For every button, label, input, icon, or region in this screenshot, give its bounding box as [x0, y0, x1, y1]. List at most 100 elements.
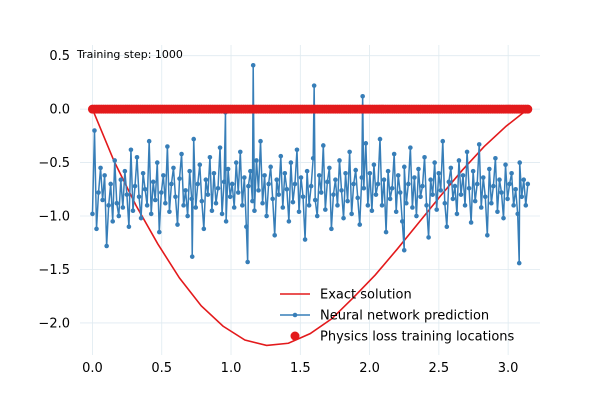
nn-prediction-point — [165, 144, 170, 149]
nn-prediction-point — [302, 237, 308, 242]
nn-prediction-point — [458, 192, 464, 197]
nn-prediction-point — [523, 203, 529, 208]
nn-prediction-point — [189, 196, 194, 202]
nn-prediction-point — [316, 173, 322, 178]
nn-prediction-point — [357, 222, 363, 227]
nn-prediction-point — [223, 219, 229, 224]
nn-prediction-point — [337, 158, 342, 163]
nn-prediction-point — [353, 167, 358, 173]
nn-prediction-point — [412, 175, 417, 180]
nn-prediction-point — [286, 219, 292, 224]
nn-prediction-point — [499, 190, 504, 195]
nn-prediction-point — [231, 205, 237, 210]
nn-prediction-point — [446, 179, 452, 185]
x-tick-label: 1.0 — [221, 361, 242, 376]
nn-prediction-point — [361, 185, 367, 191]
nn-prediction-point — [517, 160, 523, 165]
nn-prediction-point — [304, 168, 310, 174]
nn-prediction-point — [140, 170, 146, 176]
nn-prediction-point — [521, 177, 527, 182]
nn-prediction-point — [90, 211, 95, 217]
nn-prediction-point — [272, 232, 278, 238]
nn-prediction-point — [505, 196, 510, 202]
nn-prediction-point — [183, 188, 188, 193]
nn-prediction-point — [215, 185, 221, 191]
legend-nn-marker — [292, 312, 298, 318]
nn-prediction-point — [156, 229, 162, 235]
nn-prediction-point — [146, 138, 152, 144]
nn-prediction-point — [519, 194, 525, 200]
nn-prediction-point — [440, 138, 446, 144]
nn-prediction-point — [312, 197, 318, 203]
nn-prediction-point — [233, 160, 239, 165]
nn-prediction-point — [122, 168, 128, 174]
nn-prediction-point — [276, 192, 282, 197]
nn-prediction-point — [452, 183, 458, 189]
nn-prediction-point — [256, 188, 261, 193]
nn-prediction-point — [197, 162, 203, 168]
nn-prediction-point — [501, 215, 506, 221]
nn-prediction-point — [227, 194, 233, 200]
nn-prediction-point — [130, 208, 136, 213]
nn-prediction-point — [373, 192, 379, 197]
nn-prediction-point — [112, 158, 118, 163]
nn-prediction-point — [211, 170, 217, 176]
nn-prediction-point — [94, 226, 99, 232]
nn-prediction-point — [391, 151, 397, 157]
nn-prediction-point — [347, 149, 352, 155]
nn-prediction-point — [250, 63, 256, 68]
nn-prediction-point — [422, 154, 427, 160]
nn-prediction-point — [159, 190, 164, 195]
nn-prediction-point — [474, 181, 480, 187]
nn-prediction-point — [161, 173, 166, 178]
x-tick-label: 2.5 — [429, 361, 450, 376]
nn-prediction-point — [199, 198, 205, 204]
nn-prediction-point — [472, 198, 478, 204]
nn-prediction-point — [268, 164, 273, 170]
nn-prediction-point — [171, 165, 176, 171]
x-tick-label: 0.0 — [82, 361, 103, 376]
nn-prediction-point — [480, 175, 486, 180]
nn-prediction-point — [327, 165, 332, 171]
nn-prediction-point — [511, 203, 516, 208]
nn-prediction-point — [493, 156, 498, 161]
nn-prediction-point — [278, 153, 284, 159]
nn-prediction-point — [217, 145, 223, 150]
nn-prediction-point — [150, 179, 156, 185]
legend-physics-marker — [290, 331, 300, 341]
nn-prediction-point — [331, 192, 336, 197]
nn-prediction-point — [288, 160, 294, 165]
nn-prediction-point — [187, 168, 192, 174]
y-tick-label: −1.5 — [38, 263, 70, 278]
y-tick-label: −2.0 — [38, 316, 70, 331]
nn-prediction-point — [387, 196, 393, 202]
nn-prediction-point — [404, 200, 409, 206]
nn-prediction-point — [292, 181, 298, 187]
nn-prediction-point — [310, 156, 316, 161]
nn-prediction-point — [444, 224, 450, 230]
nn-prediction-point — [389, 185, 395, 191]
nn-prediction-point — [219, 211, 225, 217]
nn-prediction-point — [351, 181, 356, 187]
physics-loss-locations-series — [87, 104, 533, 114]
nn-prediction-point — [476, 142, 482, 147]
nn-prediction-point — [92, 128, 97, 133]
nn-prediction-point — [262, 173, 267, 178]
nn-prediction-point — [98, 165, 103, 171]
nn-prediction-point — [430, 192, 435, 197]
nn-prediction-point — [252, 208, 257, 213]
nn-prediction-point — [104, 243, 109, 249]
nn-prediction-point — [487, 166, 492, 172]
nn-prediction-point — [333, 177, 338, 182]
nn-prediction-point — [401, 164, 407, 170]
nn-prediction-point — [207, 154, 213, 160]
nn-prediction-point — [485, 232, 490, 238]
nn-prediction-point — [414, 213, 419, 219]
nn-prediction-point — [132, 183, 138, 189]
nn-prediction-point — [383, 229, 389, 235]
nn-prediction-point — [401, 247, 407, 253]
x-tick-label: 1.5 — [290, 361, 311, 376]
nn-prediction-point — [96, 190, 101, 195]
nn-prediction-point — [456, 158, 462, 163]
nn-prediction-point — [325, 179, 330, 185]
